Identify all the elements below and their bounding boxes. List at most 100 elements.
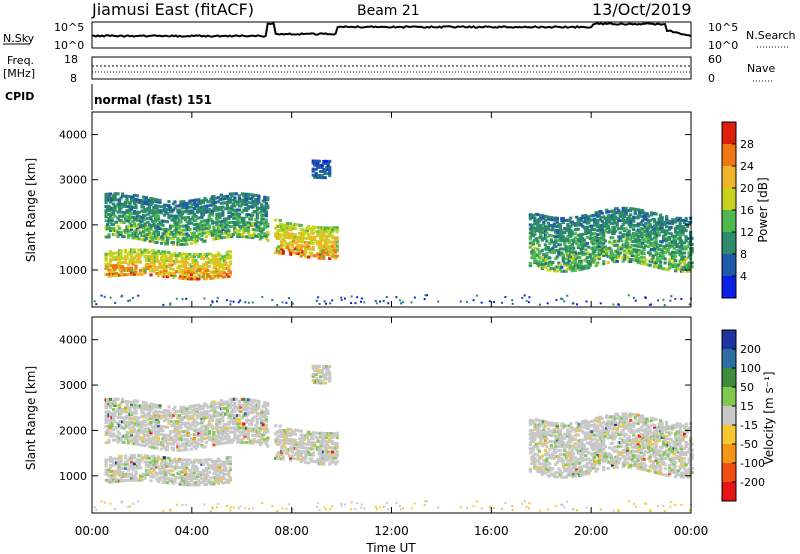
velocity-cell bbox=[123, 466, 128, 470]
velocity-cell bbox=[129, 474, 134, 478]
velocity-cell bbox=[221, 419, 225, 423]
velocity-cell bbox=[156, 424, 161, 428]
power-cell bbox=[563, 247, 567, 251]
velocity-cell bbox=[173, 426, 177, 430]
power-cell bbox=[596, 239, 600, 243]
power-cell bbox=[209, 252, 213, 256]
velocity-cell bbox=[132, 454, 137, 458]
power-cell bbox=[155, 240, 159, 244]
power-cell bbox=[116, 224, 120, 228]
velocity-cell bbox=[227, 438, 231, 442]
velocity-cell bbox=[143, 427, 147, 431]
velocity-cell bbox=[119, 454, 123, 458]
power-cell bbox=[671, 222, 675, 226]
power-cell bbox=[167, 271, 171, 275]
power-cell bbox=[588, 228, 592, 232]
power-cell bbox=[108, 214, 113, 218]
power-cell bbox=[684, 239, 688, 243]
power-cell bbox=[293, 235, 297, 239]
power-cell bbox=[149, 225, 153, 229]
power-cell bbox=[189, 265, 194, 269]
power-cell bbox=[185, 297, 188, 300]
power-cell bbox=[182, 260, 186, 264]
velocity-cell bbox=[132, 462, 137, 466]
power-cell bbox=[224, 263, 228, 267]
power-cell bbox=[204, 262, 209, 266]
power-cell bbox=[213, 274, 217, 278]
velocity-cell bbox=[255, 422, 259, 426]
power-cell bbox=[168, 257, 173, 261]
power-cell bbox=[459, 300, 462, 303]
power-cell bbox=[690, 249, 694, 253]
velocity-cell bbox=[131, 468, 135, 472]
power-cell bbox=[119, 249, 123, 253]
velocity-cell bbox=[177, 409, 182, 413]
velocity-cell bbox=[126, 478, 131, 482]
power-cell bbox=[578, 237, 582, 241]
power-cell bbox=[201, 213, 206, 217]
velocity-cell bbox=[126, 410, 131, 414]
freq-tick-bottom: 8 bbox=[70, 72, 77, 85]
power-cell bbox=[648, 251, 652, 255]
velocity-cell bbox=[155, 440, 159, 444]
power-cell bbox=[183, 218, 188, 222]
power-cell bbox=[551, 218, 555, 222]
power-cell bbox=[188, 219, 192, 223]
power-cell bbox=[281, 237, 285, 241]
power-cell bbox=[331, 244, 335, 248]
power-cell bbox=[236, 230, 240, 234]
power-cell bbox=[204, 208, 209, 212]
velocity-cell bbox=[185, 442, 189, 446]
power-cell bbox=[169, 302, 172, 305]
power-cell bbox=[316, 161, 320, 165]
velocity-cell bbox=[104, 416, 108, 420]
power-cell bbox=[230, 194, 234, 198]
power-cell bbox=[290, 240, 294, 244]
power-cell bbox=[211, 301, 214, 304]
velocity-cell bbox=[212, 431, 216, 435]
velocity-cell bbox=[116, 430, 120, 434]
power-cell bbox=[621, 223, 625, 227]
velocity-cell bbox=[147, 428, 152, 432]
power-cell bbox=[255, 214, 259, 218]
power-cell bbox=[316, 232, 320, 236]
power-cell bbox=[195, 263, 200, 267]
velocity-cell bbox=[167, 434, 171, 438]
power-cell bbox=[602, 221, 606, 225]
power-cell bbox=[120, 257, 125, 261]
power-cell bbox=[654, 212, 658, 216]
power-cell bbox=[582, 216, 586, 220]
velocity-cell bbox=[120, 399, 125, 403]
power-cell bbox=[647, 239, 651, 243]
velocity-cell bbox=[113, 399, 117, 403]
velocity-cell bbox=[195, 444, 200, 448]
power-cell bbox=[152, 263, 156, 267]
power-cell bbox=[132, 268, 137, 272]
power-cell bbox=[264, 202, 268, 206]
power-cell bbox=[249, 215, 253, 219]
velocity-cell bbox=[192, 408, 197, 412]
power-cell bbox=[653, 242, 657, 246]
power-cell bbox=[117, 214, 122, 218]
power-cell bbox=[237, 214, 241, 218]
velocity-cell bbox=[206, 409, 210, 413]
power-cell bbox=[215, 214, 219, 218]
power-cell bbox=[437, 300, 440, 303]
velocity-cell bbox=[129, 462, 134, 466]
power-cell bbox=[173, 274, 177, 278]
velocity-cell bbox=[138, 454, 143, 458]
power-cell bbox=[654, 234, 658, 238]
velocity-cell bbox=[230, 404, 234, 408]
power-cell bbox=[501, 301, 504, 304]
power-cell bbox=[207, 216, 212, 220]
velocity-cell bbox=[245, 402, 249, 406]
power-cell bbox=[152, 261, 156, 265]
velocity-cell bbox=[195, 475, 200, 479]
power-cell bbox=[331, 246, 335, 250]
velocity-cell bbox=[189, 404, 194, 408]
power-cell bbox=[558, 227, 562, 231]
velocity-cell bbox=[188, 477, 192, 481]
power-cell bbox=[325, 248, 329, 252]
power-cell bbox=[194, 214, 198, 218]
